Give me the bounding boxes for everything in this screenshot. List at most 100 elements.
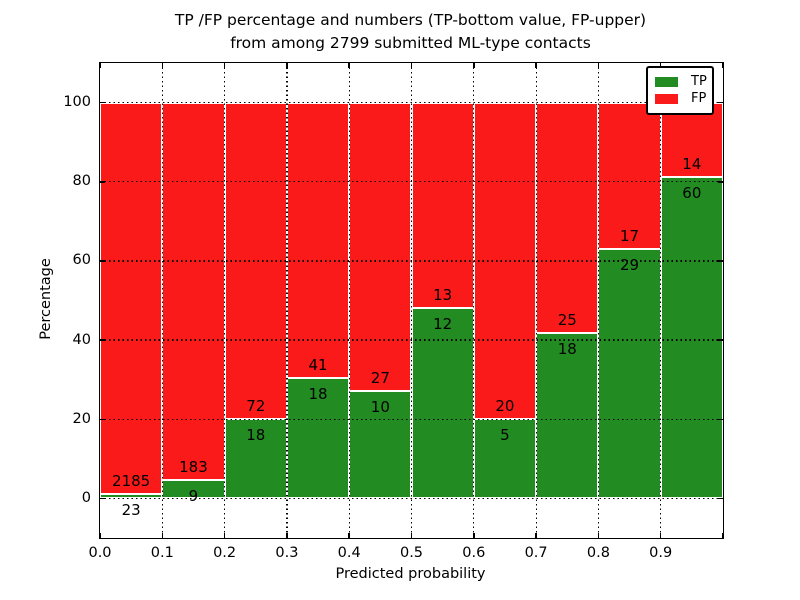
legend-label-tp: TP bbox=[691, 74, 707, 89]
legend-swatch-fp-icon bbox=[655, 93, 678, 104]
y-tick-mark-left bbox=[100, 339, 105, 341]
bar-segment-fp bbox=[536, 102, 599, 333]
y-tick-label: 60 bbox=[72, 252, 91, 269]
gridline-vertical bbox=[161, 63, 163, 538]
x-axis-label: Predicted probability bbox=[335, 566, 486, 582]
fp-count-label: 20 bbox=[495, 397, 515, 416]
bar-segment-fp bbox=[100, 102, 163, 495]
tp-count-label: 18 bbox=[308, 384, 328, 403]
tp-count-label: 9 bbox=[188, 486, 199, 505]
fp-count-label: 14 bbox=[682, 155, 702, 174]
bar-segment-tp bbox=[224, 419, 287, 499]
fp-count-label: 2185 bbox=[112, 472, 151, 491]
bar-segment-tp bbox=[660, 177, 723, 499]
bar-segment-fp bbox=[162, 102, 225, 480]
x-tick-mark-bottom bbox=[348, 533, 350, 538]
x-tick-mark-top bbox=[99, 63, 101, 68]
legend-entry-fp: FP bbox=[655, 90, 707, 107]
y-tick-mark-right bbox=[718, 260, 723, 262]
y-tick-mark-right bbox=[718, 181, 723, 183]
y-tick-mark-left bbox=[100, 101, 105, 104]
tp-count-label: 12 bbox=[433, 315, 453, 334]
x-tick-mark-top bbox=[473, 63, 475, 68]
fp-count-label: 72 bbox=[246, 397, 266, 416]
y-tick-label: 80 bbox=[72, 173, 91, 190]
y-tick-label: 20 bbox=[72, 410, 91, 427]
fp-count-label: 25 bbox=[557, 310, 577, 329]
x-tick-label: 0.9 bbox=[649, 545, 673, 561]
x-tick-mark-top bbox=[223, 63, 226, 68]
bar-segment-fp bbox=[660, 102, 723, 178]
bar-segment-fp bbox=[598, 102, 661, 249]
x-tick-label: 0.5 bbox=[399, 545, 424, 561]
bar-segment-fp bbox=[349, 102, 412, 392]
x-tick-mark-bottom bbox=[597, 533, 600, 538]
tp-count-label: 29 bbox=[619, 255, 640, 274]
chart-title-line2: from among 2799 submitted ML-type contac… bbox=[230, 34, 591, 52]
x-tick-label: 0.7 bbox=[524, 545, 548, 561]
gridline-vertical bbox=[473, 63, 475, 538]
x-tick-mark-bottom bbox=[223, 533, 226, 538]
bar-segment-tp bbox=[411, 308, 474, 499]
y-tick-mark-left bbox=[100, 418, 105, 420]
x-tick-label: 0.6 bbox=[462, 545, 486, 561]
gridline-vertical bbox=[348, 63, 350, 538]
x-tick-label: 0.0 bbox=[88, 545, 112, 561]
legend-entry-tp: TP bbox=[655, 73, 707, 90]
x-tick-mark-bottom bbox=[286, 533, 288, 538]
x-tick-mark-bottom bbox=[535, 533, 537, 538]
fp-count-label: 17 bbox=[619, 226, 640, 245]
fp-count-label: 27 bbox=[370, 369, 390, 388]
fp-count-label: 13 bbox=[433, 286, 453, 305]
x-tick-mark-top bbox=[659, 63, 662, 68]
x-tick-label: 0.3 bbox=[275, 545, 299, 561]
x-tick-mark-top bbox=[161, 63, 164, 68]
legend-label-fp: FP bbox=[691, 91, 707, 106]
gridline-vertical bbox=[660, 63, 662, 538]
bar-segment-fp bbox=[286, 102, 350, 378]
y-tick-label: 100 bbox=[63, 94, 91, 111]
y-tick-mark-left bbox=[100, 260, 105, 262]
x-tick-mark-bottom bbox=[161, 533, 164, 538]
tp-count-label: 18 bbox=[246, 426, 266, 445]
x-tick-label: 0.8 bbox=[586, 545, 610, 561]
tp-count-label: 5 bbox=[500, 426, 510, 445]
gridline-vertical bbox=[286, 63, 288, 538]
y-tick-label: 0 bbox=[81, 489, 91, 506]
x-tick-mark-bottom bbox=[99, 533, 101, 538]
x-tick-mark-bottom bbox=[659, 533, 662, 538]
legend-swatch-tp-icon bbox=[655, 76, 678, 87]
x-tick-mark-top bbox=[535, 63, 537, 68]
tp-count-label: 23 bbox=[121, 501, 141, 520]
fp-count-label: 41 bbox=[308, 355, 328, 374]
y-tick-mark-right bbox=[718, 418, 723, 420]
y-tick-mark-right bbox=[718, 101, 723, 104]
y-tick-mark-right bbox=[718, 339, 723, 341]
y-axis-label: Percentage bbox=[38, 258, 54, 340]
y-tick-mark-right bbox=[718, 497, 723, 500]
gridline-vertical bbox=[410, 63, 413, 538]
tp-count-label: 18 bbox=[557, 339, 577, 358]
x-tick-mark-top bbox=[348, 63, 350, 68]
fp-count-label: 183 bbox=[179, 457, 208, 476]
bar-segment-tp bbox=[598, 248, 661, 499]
chart-title-line1: TP /FP percentage and numbers (TP-bottom… bbox=[174, 11, 647, 29]
gridline-vertical bbox=[535, 63, 537, 538]
x-tick-mark-top bbox=[286, 63, 288, 68]
x-tick-mark-top bbox=[410, 63, 413, 68]
tp-count-label: 10 bbox=[370, 398, 390, 417]
y-tick-label: 40 bbox=[72, 331, 91, 348]
bar-segment-fp bbox=[411, 102, 474, 309]
plot-area: 2185 23 183 9 72 18 41 18 27 10 13 12 20 5 25 18 17 29 14 6… bbox=[63, 62, 724, 561]
y-tick-mark-left bbox=[100, 181, 105, 183]
x-tick-label: 0.2 bbox=[213, 545, 237, 561]
x-tick-mark-top bbox=[722, 63, 724, 68]
x-tick-mark-bottom bbox=[410, 533, 413, 538]
y-tick-mark-left bbox=[100, 497, 105, 500]
x-tick-mark-top bbox=[597, 63, 600, 68]
x-tick-label: 0.4 bbox=[337, 545, 361, 561]
chart-title: TP /FP percentage and numbers (TP-bottom… bbox=[99, 9, 722, 55]
gridline-vertical bbox=[224, 63, 226, 538]
x-tick-mark-bottom bbox=[722, 533, 724, 538]
